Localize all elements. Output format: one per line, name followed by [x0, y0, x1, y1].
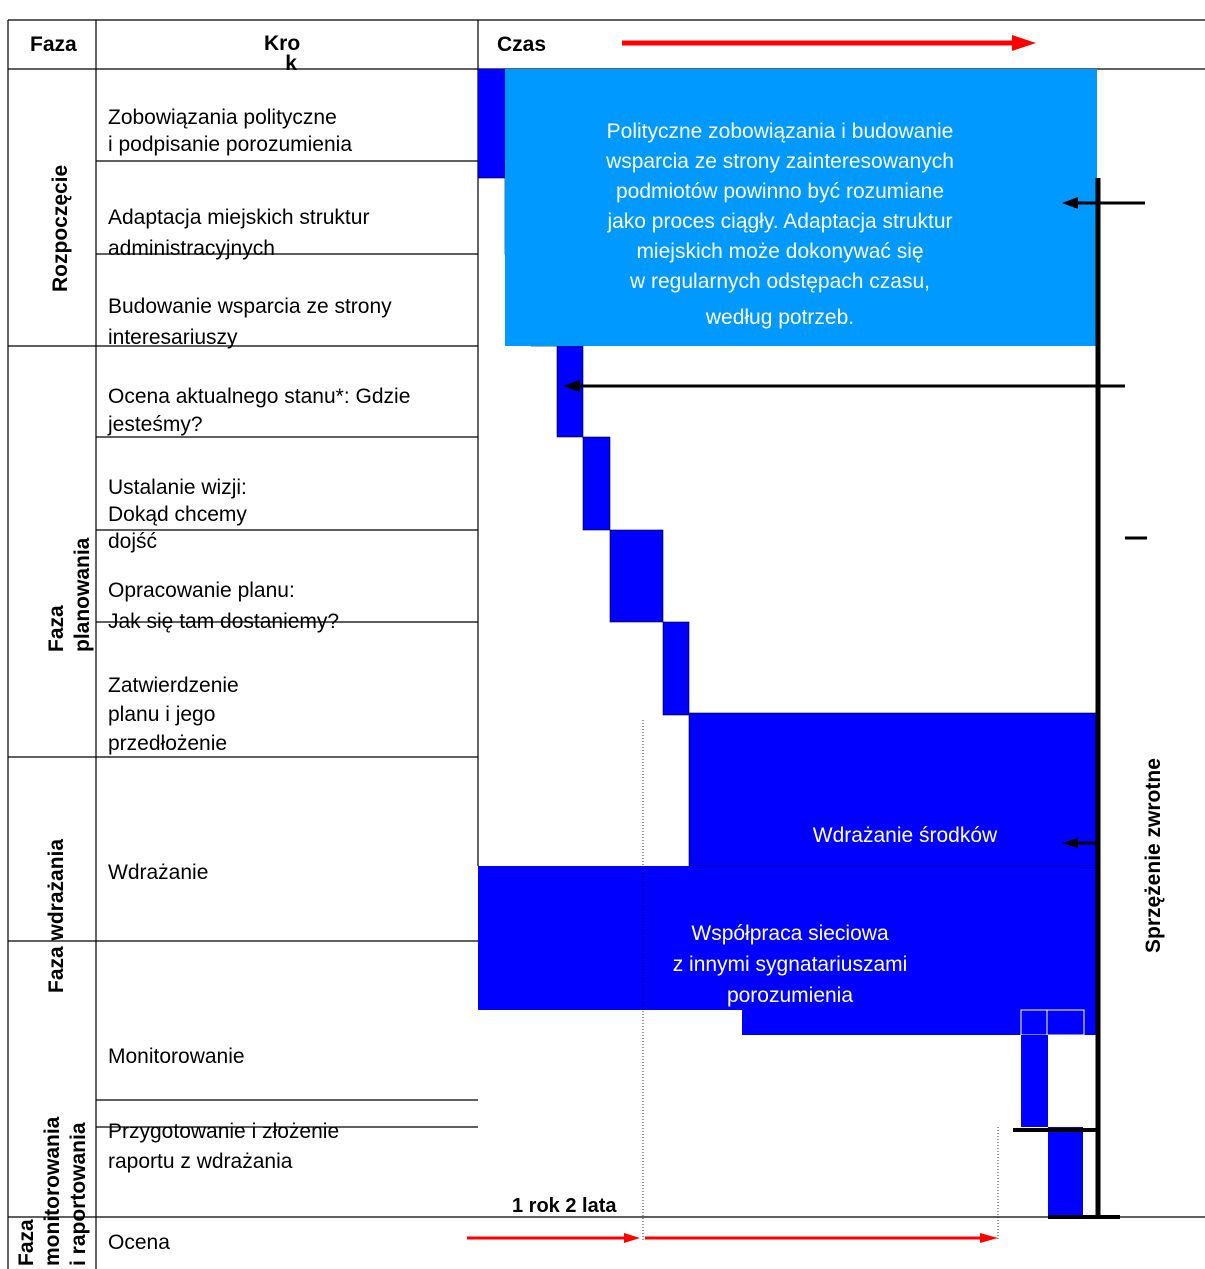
bar-vision: [582, 436, 611, 531]
bar-report: [1048, 1127, 1083, 1217]
phase-implementation: Faza wdrażania: [45, 838, 68, 993]
header-step: Kro k: [264, 32, 301, 75]
table-grid: [7, 19, 1205, 1269]
time-arrows: [467, 35, 1036, 1243]
bar-plan: [609, 529, 664, 623]
networking-box: [478, 866, 1097, 1010]
step-monitoring: Monitorowanie: [108, 1045, 245, 1068]
note-measures: Wdrażanie środków: [812, 824, 998, 847]
step-evaluation: Ocena: [108, 1231, 170, 1254]
bar-approval: [662, 621, 690, 716]
feedback-label: Sprzężenie zwrotne: [1142, 758, 1165, 953]
header-time: Czas: [497, 33, 547, 56]
continuous-process-box: [505, 69, 1097, 346]
phase-start: Rozpoczęcie: [49, 164, 72, 292]
bar-monitoring: [1021, 1035, 1048, 1127]
year-markers: [642, 720, 999, 1240]
step-adaptation: Adaptacja miejskich struktur administrac…: [108, 206, 370, 260]
phase-monitoring: Faza monitorowania i raportowania: [15, 1116, 90, 1266]
step-commitment: Zobowiązania polityczne i podpisanie por…: [108, 106, 352, 156]
step-implementation: Wdrażanie: [108, 861, 209, 884]
phase-planning: Faza planowania: [45, 537, 94, 652]
step-vision: Ustalanie wizji: Dokąd chcemy dojść: [108, 476, 247, 553]
step-support: Budowanie wsparcia ze strony interesariu…: [108, 295, 392, 349]
note-continuous-cont: w regularnych odstępach czasu, według po…: [630, 270, 930, 329]
implementation-box: [688, 712, 1098, 867]
step-report: Przygotowanie i złożenie raportu z wdraż…: [108, 1120, 340, 1173]
feedback-loop: [563, 178, 1147, 1219]
step-approval: Zatwierdzenie planu i jego przedłożenie: [108, 674, 239, 755]
header-step-line1: Kro: [264, 32, 301, 55]
header-phase: Faza: [30, 33, 77, 56]
note-networking: Współpraca sieciowa z innymi sygnatarius…: [672, 922, 908, 1007]
step-assessment: Ocena aktualnego stanu*: Gdzie jesteśmy?: [108, 385, 411, 436]
scale-label: 1 rok 2 lata: [512, 1195, 617, 1217]
note-continuous: Polityczne zobowiązania i budowanie wspa…: [606, 120, 954, 263]
header-step-line2: k: [285, 52, 297, 75]
step-plan: Opracowanie planu: Jak się tam dostaniem…: [108, 579, 340, 633]
